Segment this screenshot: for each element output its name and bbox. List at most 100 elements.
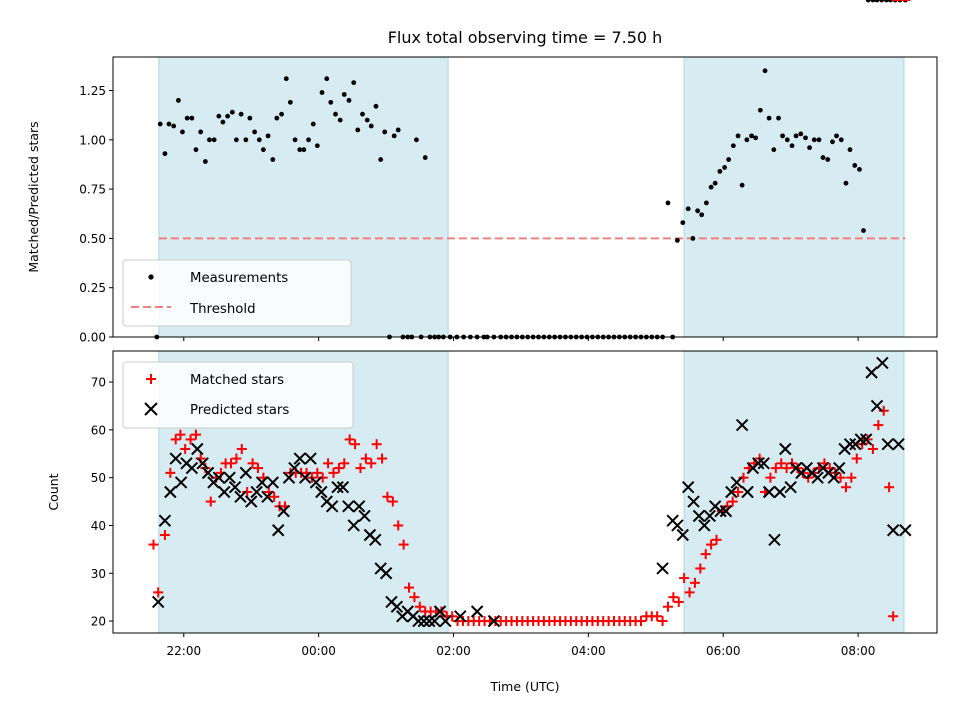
- legend-threshold-label: Threshold: [189, 302, 256, 317]
- matched-star-point: [652, 611, 663, 622]
- predicted-star-point: [735, 418, 749, 432]
- matched-star-point: [226, 458, 237, 469]
- measurement-point: [198, 129, 204, 135]
- matched-star-point: [873, 420, 884, 431]
- predicted-star-point: [223, 471, 236, 484]
- top-panel: Flux total observing time = 7.50 h 0.000…: [26, 0, 938, 345]
- measurement-point: [771, 147, 777, 153]
- measurement-point: [220, 119, 226, 125]
- measurement-point: [865, 0, 871, 3]
- matched-star-point: [684, 587, 695, 598]
- measurement-point: [798, 131, 804, 137]
- matched-star-point: [851, 453, 862, 464]
- matched-star-point: [657, 616, 668, 627]
- x-tick-label: 06:00: [706, 644, 741, 658]
- legend-matched-marker: [146, 374, 156, 384]
- matched-star-point: [776, 458, 787, 469]
- bottom-y-tick-label: 40: [91, 519, 106, 533]
- matched-star-point: [185, 434, 196, 445]
- predicted-star-point: [757, 457, 770, 470]
- matched-star-point: [387, 496, 398, 507]
- predicted-star-point: [439, 614, 452, 628]
- matched-star-point: [846, 472, 857, 483]
- measurement-point: [229, 109, 235, 115]
- chart-title: Flux total observing time = 7.50 h: [388, 28, 663, 47]
- measurement-point: [337, 117, 343, 123]
- matched-star-point: [733, 487, 744, 497]
- matched-star-point: [662, 601, 673, 612]
- predicted-star-point: [428, 614, 441, 628]
- matched-star-point: [888, 611, 899, 622]
- measurement-point: [243, 137, 249, 143]
- measurement-point: [685, 206, 691, 212]
- matched-star-point: [840, 482, 851, 493]
- predicted-star-point: [870, 399, 884, 413]
- predicted-star-point: [876, 356, 889, 370]
- top-axes-frame: [112, 56, 938, 338]
- measurement-point: [708, 184, 714, 190]
- matched-star-point: [323, 458, 334, 469]
- measurement-point: [757, 107, 763, 113]
- measurement-point: [730, 143, 736, 149]
- measurement-point: [368, 123, 374, 129]
- matched-star-point: [700, 549, 711, 560]
- measurement-point: [346, 97, 352, 103]
- measurement-point: [391, 133, 397, 139]
- predicted-star-point: [784, 481, 797, 494]
- matched-star-point: [175, 429, 186, 440]
- predicted-star-point: [331, 481, 344, 494]
- measurement-point: [360, 111, 365, 117]
- predicted-star-point: [261, 490, 274, 503]
- measurement-point: [830, 139, 835, 145]
- matched-star-point: [165, 467, 176, 478]
- top-y-tick-label: 1.25: [79, 84, 106, 98]
- predicted-star-point: [423, 614, 436, 628]
- legend-matched-label: Matched stars: [190, 373, 284, 388]
- matched-star-point: [867, 443, 878, 454]
- measurement-point: [333, 111, 338, 117]
- predicted-star-point: [336, 481, 350, 494]
- measurement-point: [351, 80, 357, 86]
- measurement-point: [279, 111, 284, 117]
- predicted-star-point: [239, 466, 253, 480]
- measurement-point: [874, 0, 880, 3]
- predicted-star-point: [656, 562, 669, 575]
- predicted-star-point: [779, 442, 792, 456]
- predicted-star-point: [417, 614, 431, 628]
- measurement-point: [355, 127, 361, 133]
- measurement-point: [879, 0, 885, 3]
- bottom-legend-box: [122, 361, 354, 429]
- predicted-star-point: [315, 485, 328, 499]
- measurement-point: [665, 200, 671, 206]
- measurement-point: [825, 157, 831, 162]
- bottom-legend: Matched stars Predicted stars: [122, 361, 354, 429]
- x-tick-label: 04:00: [571, 644, 606, 658]
- measurement-point: [180, 129, 185, 135]
- measurement-point: [776, 115, 781, 121]
- matched-star-point: [148, 539, 159, 550]
- measurement-point: [712, 180, 718, 186]
- matched-star-point: [404, 582, 415, 593]
- measurement-point: [816, 137, 822, 143]
- measurement-point: [157, 121, 163, 127]
- matched-star-point: [180, 443, 191, 454]
- matched-stars-points: [148, 0, 911, 627]
- predicted-star-point: [342, 500, 355, 513]
- measurement-point: [202, 159, 208, 164]
- matched-star-point: [765, 472, 776, 483]
- x-axis-label: Time (UTC): [489, 679, 559, 694]
- top-y-tick-label: 0.75: [79, 183, 106, 197]
- predicted-star-point: [412, 614, 425, 628]
- bottom-y-axis-label: Count: [46, 473, 61, 510]
- predicted-star-point: [379, 567, 393, 580]
- predicted-star-point: [174, 476, 188, 489]
- measurement-point: [674, 237, 680, 243]
- measurement-point: [265, 133, 271, 139]
- measurement-point: [753, 135, 759, 141]
- matched-star-point: [382, 491, 393, 502]
- predicted-star-point: [271, 524, 285, 537]
- predicted-star-point: [250, 485, 263, 499]
- measurement-point: [717, 168, 723, 174]
- matched-star-point: [366, 458, 377, 469]
- predicted-star-point: [347, 519, 360, 532]
